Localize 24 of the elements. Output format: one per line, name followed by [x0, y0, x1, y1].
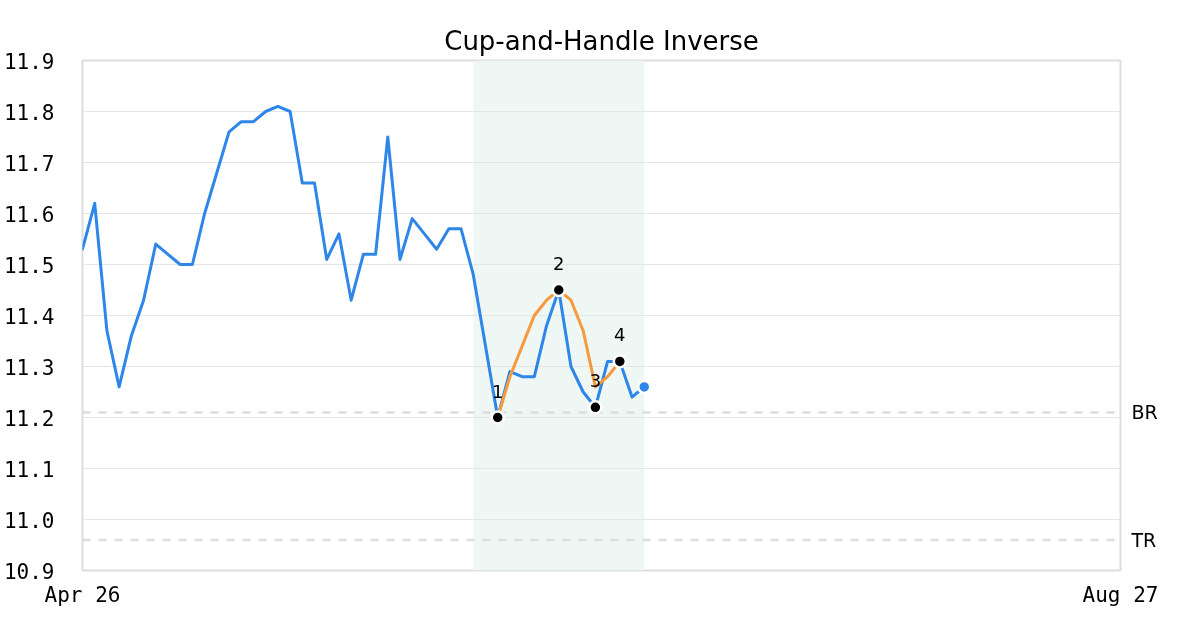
point [612, 354, 628, 369]
ref-line-label: TR [1130, 528, 1157, 551]
y-tick-label: 11.7 [3, 151, 55, 176]
y-tick-label: 11.0 [3, 508, 55, 533]
y-tick-label: 11.9 [3, 49, 55, 74]
ref-line-label: BR [1131, 401, 1158, 424]
y-tick-label: 11.2 [3, 406, 55, 431]
point [588, 400, 603, 415]
y-tick-label: 11.3 [3, 355, 55, 380]
x-tick-label: Apr 26 [44, 582, 121, 607]
y-tick-label: 11.1 [3, 457, 55, 482]
point [490, 410, 505, 425]
y-tick-label: 11.6 [3, 202, 55, 227]
annotation: 1 [491, 380, 504, 402]
chart-title: Cup-and-Handle Inverse [444, 25, 759, 56]
y-tick-label: 11.8 [3, 100, 55, 125]
annotation: 4 [614, 324, 626, 346]
annotation: 3 [589, 370, 602, 392]
y-tick-label: 10.9 [3, 559, 55, 584]
x-tick-label: Aug 27 [1082, 582, 1159, 607]
y-tick-label: 11.4 [3, 304, 55, 329]
point [551, 282, 567, 298]
y-tick-label: 11.5 [3, 253, 55, 278]
annotation: 2 [553, 253, 565, 274]
